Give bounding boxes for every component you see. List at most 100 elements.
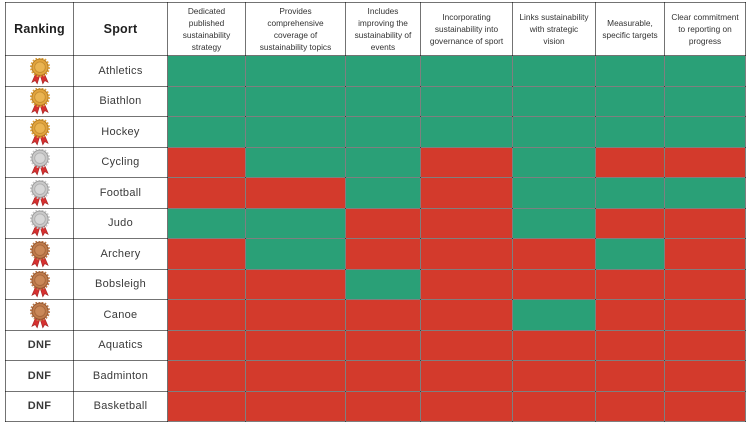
criterion-not-met-cell (512, 360, 596, 392)
criterion-met-cell (512, 177, 596, 209)
gold-medal-icon (29, 88, 50, 115)
criterion-met-cell (167, 55, 246, 87)
criterion-not-met-cell (512, 238, 596, 270)
header-row: Ranking Sport Dedicated published sustaina… (5, 1, 746, 57)
silver-medal-cell (5, 146, 74, 179)
criterion-not-met-cell (420, 146, 513, 179)
criterion-met-cell (345, 85, 421, 118)
criterion-not-met-cell (420, 299, 513, 331)
criterion-met-cell (345, 268, 421, 301)
bronze-medal-icon (29, 301, 50, 329)
table-row-biathlon: Biathlon (5, 85, 746, 118)
criterion-not-met-cell (345, 207, 421, 240)
sport-name: Canoe (73, 299, 168, 331)
criterion-not-met-cell (167, 146, 246, 179)
criterion-not-met-cell (167, 360, 246, 392)
column-header-criterion-5: Measurable, specific targets (595, 1, 665, 57)
silver-medal-icon (29, 210, 50, 237)
silver-medal-cell (5, 207, 74, 240)
criterion-met-cell (245, 55, 346, 87)
table-row-cycling: Cycling (5, 146, 746, 179)
criterion-not-met-cell (595, 390, 665, 423)
sport-name: Badminton (73, 360, 168, 392)
silver-medal-icon (29, 179, 50, 207)
criterion-not-met-cell (345, 390, 421, 423)
sport-name: Archery (73, 238, 168, 270)
criterion-not-met-cell (664, 299, 746, 331)
table-row-bobsleigh: Bobsleigh (5, 268, 746, 301)
criterion-not-met-cell (345, 299, 421, 331)
criterion-not-met-cell (595, 299, 665, 331)
criterion-met-cell (595, 177, 665, 209)
criterion-met-cell (512, 207, 596, 240)
column-header-ranking: Ranking (5, 1, 74, 57)
criterion-met-cell (512, 85, 596, 118)
gold-medal-cell (5, 55, 74, 87)
bronze-medal-cell (5, 238, 74, 270)
gold-medal-cell (5, 116, 74, 148)
column-header-criterion-1: Provides comprehensive coverage of susta… (245, 1, 346, 57)
criterion-not-met-cell (664, 146, 746, 179)
bronze-medal-cell (5, 268, 74, 301)
criterion-met-cell (595, 55, 665, 87)
criterion-not-met-cell (245, 299, 346, 331)
dnf-cell: DNF (5, 390, 74, 423)
table-row-athletics: Athletics (5, 55, 746, 87)
criterion-not-met-cell (420, 177, 513, 209)
criterion-not-met-cell (664, 360, 746, 392)
criterion-not-met-cell (345, 360, 421, 392)
table-row-football: Football (5, 177, 746, 209)
criterion-met-cell (664, 177, 746, 209)
sport-name: Biathlon (73, 85, 168, 118)
criterion-not-met-cell (420, 390, 513, 423)
criterion-met-cell (245, 238, 346, 270)
column-header-criterion-0: Dedicated published sustainability strat… (167, 1, 246, 57)
sustainability-table-container: Ranking Sport Dedicated published sustaina… (5, 1, 746, 423)
criterion-not-met-cell (167, 177, 246, 209)
criterion-not-met-cell (420, 207, 513, 240)
criterion-not-met-cell (245, 329, 346, 362)
criterion-not-met-cell (664, 207, 746, 240)
criterion-not-met-cell (664, 390, 746, 423)
bronze-medal-icon (29, 240, 50, 268)
column-header-criterion-3: Incorporating sustainability into govern… (420, 1, 513, 57)
criterion-met-cell (245, 146, 346, 179)
criterion-not-met-cell (167, 299, 246, 331)
criterion-met-cell (512, 299, 596, 331)
criterion-not-met-cell (420, 268, 513, 301)
criterion-not-met-cell (345, 329, 421, 362)
criterion-not-met-cell (167, 390, 246, 423)
dnf-cell: DNF (5, 360, 74, 392)
criterion-met-cell (345, 146, 421, 179)
criterion-met-cell (345, 55, 421, 87)
criterion-not-met-cell (245, 268, 346, 301)
sport-name: Basketball (73, 390, 168, 423)
sport-sustainability-comparison-table: Ranking Sport Dedicated published sustaina… (5, 1, 746, 423)
bronze-medal-cell (5, 299, 74, 331)
criterion-not-met-cell (245, 360, 346, 392)
criterion-met-cell (420, 116, 513, 148)
sport-name: Cycling (73, 146, 168, 179)
criterion-met-cell (595, 238, 665, 270)
dnf-cell: DNF (5, 329, 74, 362)
criterion-not-met-cell (167, 238, 246, 270)
criterion-met-cell (245, 85, 346, 118)
bronze-medal-icon (29, 271, 50, 298)
criterion-met-cell (595, 116, 665, 148)
criterion-not-met-cell (595, 268, 665, 301)
table-row-judo: Judo (5, 207, 746, 240)
criterion-met-cell (512, 116, 596, 148)
gold-medal-icon (29, 118, 50, 146)
criterion-met-cell (345, 177, 421, 209)
criterion-not-met-cell (595, 360, 665, 392)
table-row-archery: Archery (5, 238, 746, 270)
criterion-not-met-cell (245, 177, 346, 209)
criterion-not-met-cell (595, 146, 665, 179)
table-row-basketball: DNF Basketball (5, 390, 746, 423)
criterion-not-met-cell (595, 329, 665, 362)
criterion-met-cell (167, 85, 246, 118)
criterion-met-cell (420, 55, 513, 87)
criterion-not-met-cell (664, 329, 746, 362)
criterion-not-met-cell (420, 360, 513, 392)
table-row-aquatics: DNF Aquatics (5, 329, 746, 362)
